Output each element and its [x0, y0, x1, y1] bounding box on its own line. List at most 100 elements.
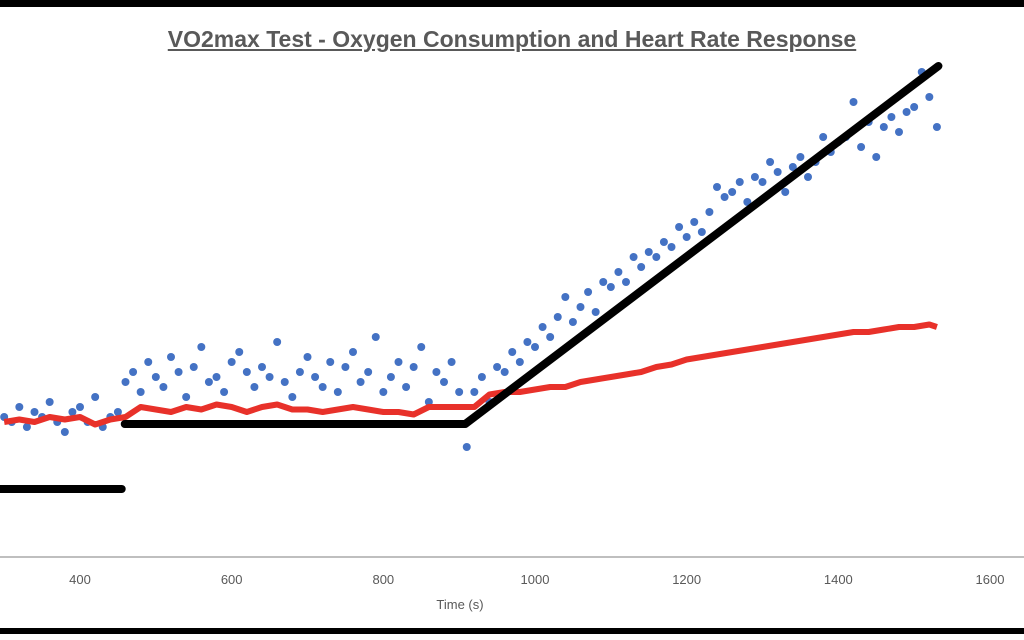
- vo2-data-point: [273, 338, 282, 346]
- vo2-data-point: [45, 398, 54, 406]
- vo2-data-point: [531, 343, 539, 351]
- vo2-data-point: [242, 368, 251, 376]
- vo2-data-point: [326, 358, 335, 366]
- vo2-data-point: [879, 123, 888, 131]
- vo2-data-point: [910, 103, 919, 111]
- vo2-data-point: [568, 318, 577, 326]
- vo2-data-point: [447, 358, 456, 366]
- vo2-data-point: [30, 408, 39, 416]
- vo2-data-point: [546, 333, 555, 341]
- vo2-data-point: [356, 378, 365, 386]
- vo2-data-point: [849, 98, 858, 106]
- vo2-data-point: [606, 283, 615, 291]
- vo2-data-point: [303, 353, 312, 361]
- vo2-data-point: [462, 443, 471, 451]
- vo2-data-point: [60, 428, 69, 436]
- vo2-data-point: [925, 93, 934, 101]
- vo2-data-point: [295, 368, 304, 376]
- vo2-data-point: [697, 228, 706, 236]
- vo2-data-point: [872, 153, 881, 161]
- x-tick-label: 400: [69, 572, 91, 587]
- vo2-data-point: [644, 248, 653, 256]
- vo2-data-point: [591, 308, 600, 316]
- vo2-data-point: [682, 233, 691, 241]
- vo2-data-point: [477, 373, 486, 381]
- vo2-data-point: [258, 363, 266, 371]
- vo2-data-point: [91, 393, 100, 401]
- workload-line: [120, 62, 943, 428]
- vo2-data-point: [720, 193, 729, 201]
- x-tick-label: 1400: [824, 572, 853, 587]
- vo2-data-point: [561, 293, 570, 301]
- vo2-data-point: [895, 128, 903, 136]
- vo2-data-point: [576, 303, 585, 311]
- vo2-data-point: [432, 368, 441, 376]
- vo2-data-point: [500, 368, 509, 376]
- vo2-data-point: [136, 388, 145, 396]
- vo2-data-point: [515, 358, 524, 366]
- vo2-data-point: [280, 378, 289, 386]
- vo2-data-point: [159, 383, 168, 391]
- vo2-data-point: [781, 188, 790, 196]
- x-tick-label: 800: [372, 572, 394, 587]
- vo2-data-point: [788, 163, 797, 171]
- x-tick-label: 1000: [521, 572, 550, 587]
- vo2-data-point: [796, 153, 805, 161]
- vo2-data-point: [713, 183, 721, 191]
- vo2-data-point: [622, 278, 630, 286]
- vo2-data-point: [364, 368, 373, 376]
- vo2-data-point: [773, 168, 782, 176]
- vo2-data-point: [22, 423, 31, 431]
- vo2-data-point: [637, 263, 646, 271]
- vo2-data-point: [227, 358, 236, 366]
- vo2-data-point: [470, 388, 479, 396]
- x-axis-label: Time (s): [436, 597, 483, 612]
- vo2-data-point: [144, 358, 153, 366]
- vo2-data-point: [402, 383, 411, 391]
- vo2-data-point: [151, 373, 160, 381]
- vo2-data-point: [113, 408, 122, 416]
- vo2-data-point: [659, 238, 668, 246]
- vo2-data-point: [318, 383, 327, 391]
- vo2-data-point: [235, 348, 244, 356]
- x-tick-label: 1200: [672, 572, 701, 587]
- vo2-data-point: [394, 358, 403, 366]
- vo2-data-point: [508, 348, 517, 356]
- chart-title: VO2max Test - Oxygen Consumption and Hea…: [167, 26, 857, 52]
- vo2-data-point: [652, 253, 661, 261]
- vo2-data-point: [265, 373, 274, 381]
- vo2-data-point: [440, 378, 448, 386]
- x-tick-label: 600: [221, 572, 243, 587]
- vo2-data-point: [584, 288, 593, 296]
- vo2-data-point: [690, 218, 699, 226]
- vo2-data-point: [667, 243, 676, 251]
- vo2-data-point: [750, 173, 759, 181]
- vo2-data-point: [288, 393, 297, 401]
- vo2-data-point: [675, 223, 684, 231]
- vo2-data-point: [614, 268, 623, 276]
- vo2-data-point: [417, 343, 426, 351]
- vo2-data-point: [804, 173, 812, 181]
- vo2-data-point: [493, 363, 502, 371]
- vo2-data-point: [379, 388, 388, 396]
- x-tick-label: 1600: [976, 572, 1005, 587]
- vo2-data-point: [819, 133, 828, 141]
- heart-rate-line: [3, 321, 938, 428]
- vo2-data-point: [386, 373, 395, 381]
- vo2-data-point: [902, 108, 911, 116]
- frame-top-border: [0, 0, 1024, 7]
- vo2-data-point: [538, 323, 547, 331]
- vo2-data-point: [68, 408, 77, 416]
- vo2-data-point: [629, 253, 638, 261]
- vo2-data-point: [932, 123, 941, 131]
- vo2-data-point: [129, 368, 138, 376]
- vo2-data-point: [197, 343, 206, 351]
- vo2-data-point: [212, 373, 221, 381]
- vo2-data-point: [121, 378, 130, 386]
- vo2-data-point: [705, 208, 714, 216]
- vo2-data-point: [174, 368, 183, 376]
- vo2-data-point: [189, 363, 198, 371]
- vo2-data-point: [553, 313, 562, 321]
- vo2-data-point: [250, 383, 259, 391]
